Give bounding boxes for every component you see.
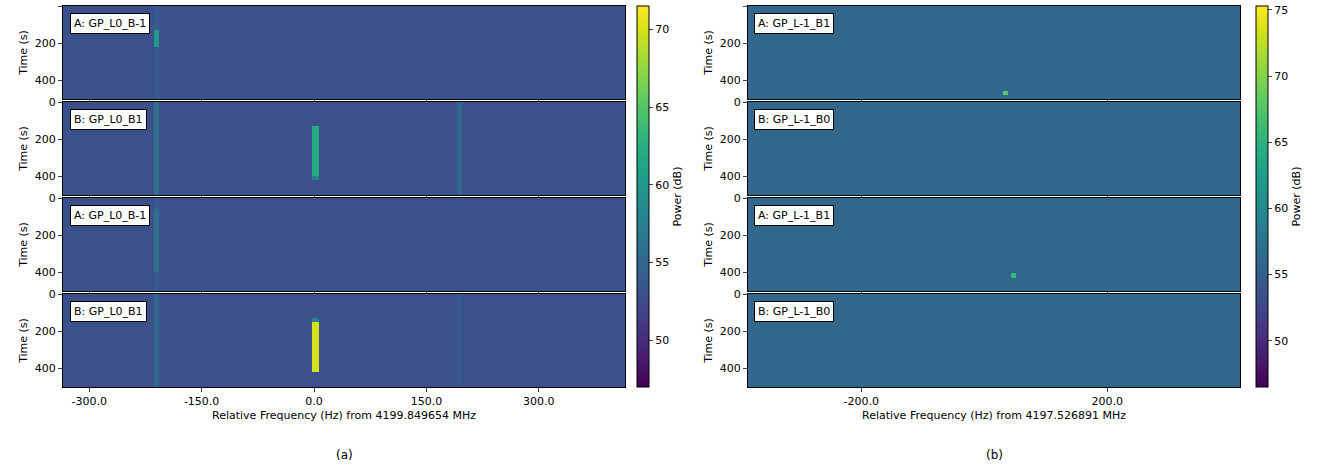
svg-text:50: 50 bbox=[655, 334, 669, 347]
svg-text:60: 60 bbox=[655, 179, 669, 192]
svg-text:Time (s): Time (s) bbox=[17, 318, 30, 364]
svg-text:200: 200 bbox=[35, 325, 56, 338]
svg-text:300.0: 300.0 bbox=[523, 395, 555, 408]
svg-text:Time (s): Time (s) bbox=[702, 222, 715, 268]
svg-text:200: 200 bbox=[35, 229, 56, 242]
svg-text:400: 400 bbox=[720, 266, 741, 279]
svg-text:0: 0 bbox=[734, 96, 741, 109]
svg-text:0: 0 bbox=[49, 96, 56, 109]
svg-text:200: 200 bbox=[720, 37, 741, 50]
svg-text:B: GP_L-1_B0: B: GP_L-1_B0 bbox=[758, 305, 830, 318]
svg-text:(b): (b) bbox=[986, 448, 1003, 462]
svg-text:200: 200 bbox=[35, 37, 56, 50]
svg-text:400: 400 bbox=[35, 170, 56, 183]
svg-text:200: 200 bbox=[720, 229, 741, 242]
svg-text:65: 65 bbox=[655, 101, 669, 114]
svg-text:B: GP_L0_B1: B: GP_L0_B1 bbox=[74, 113, 143, 126]
svg-text:55: 55 bbox=[655, 256, 669, 269]
svg-text:Time (s): Time (s) bbox=[17, 126, 30, 172]
svg-text:A: GP_L0_B-1: A: GP_L0_B-1 bbox=[74, 209, 146, 222]
svg-text:Time (s): Time (s) bbox=[17, 30, 30, 76]
svg-text:70: 70 bbox=[655, 23, 669, 36]
svg-text:400: 400 bbox=[720, 362, 741, 375]
svg-text:400: 400 bbox=[35, 74, 56, 87]
svg-text:A: GP_L0_B-1: A: GP_L0_B-1 bbox=[74, 17, 146, 30]
svg-text:Power (dB): Power (dB) bbox=[671, 167, 684, 227]
svg-text:A: GP_L-1_B1: A: GP_L-1_B1 bbox=[758, 209, 830, 222]
svg-text:-300.0: -300.0 bbox=[71, 395, 106, 408]
svg-text:Time (s): Time (s) bbox=[702, 30, 715, 76]
svg-text:0: 0 bbox=[49, 192, 56, 205]
svg-text:Relative Frequency (Hz) from 4: Relative Frequency (Hz) from 4197.526891… bbox=[862, 409, 1126, 422]
svg-text:0.0: 0.0 bbox=[305, 395, 323, 408]
svg-text:65: 65 bbox=[1274, 136, 1288, 149]
svg-text:0: 0 bbox=[734, 288, 741, 301]
svg-text:B: GP_L0_B1: B: GP_L0_B1 bbox=[74, 305, 143, 318]
svg-text:Time (s): Time (s) bbox=[17, 222, 30, 268]
svg-text:400: 400 bbox=[720, 170, 741, 183]
svg-text:50: 50 bbox=[1274, 335, 1288, 348]
svg-text:75: 75 bbox=[1274, 4, 1288, 17]
svg-text:55: 55 bbox=[1274, 268, 1288, 281]
svg-text:Power (dB): Power (dB) bbox=[1290, 167, 1303, 227]
svg-text:0: 0 bbox=[49, 288, 56, 301]
svg-text:200: 200 bbox=[720, 325, 741, 338]
svg-text:0: 0 bbox=[734, 192, 741, 205]
svg-text:(a): (a) bbox=[336, 448, 353, 462]
svg-text:400: 400 bbox=[720, 74, 741, 87]
svg-text:Time (s): Time (s) bbox=[702, 318, 715, 364]
svg-text:400: 400 bbox=[35, 266, 56, 279]
svg-text:150.0: 150.0 bbox=[411, 395, 443, 408]
svg-text:-150.0: -150.0 bbox=[184, 395, 219, 408]
svg-text:400: 400 bbox=[35, 362, 56, 375]
svg-text:200: 200 bbox=[720, 133, 741, 146]
svg-text:60: 60 bbox=[1274, 202, 1288, 215]
svg-text:A: GP_L-1_B1: A: GP_L-1_B1 bbox=[758, 17, 830, 30]
svg-text:-200.0: -200.0 bbox=[843, 395, 878, 408]
svg-text:200: 200 bbox=[35, 133, 56, 146]
svg-text:B: GP_L-1_B0: B: GP_L-1_B0 bbox=[758, 113, 830, 126]
svg-text:Time (s): Time (s) bbox=[702, 126, 715, 172]
svg-text:70: 70 bbox=[1274, 70, 1288, 83]
svg-text:200.0: 200.0 bbox=[1091, 395, 1123, 408]
svg-text:Relative Frequency (Hz) from 4: Relative Frequency (Hz) from 4199.849654… bbox=[212, 409, 476, 422]
